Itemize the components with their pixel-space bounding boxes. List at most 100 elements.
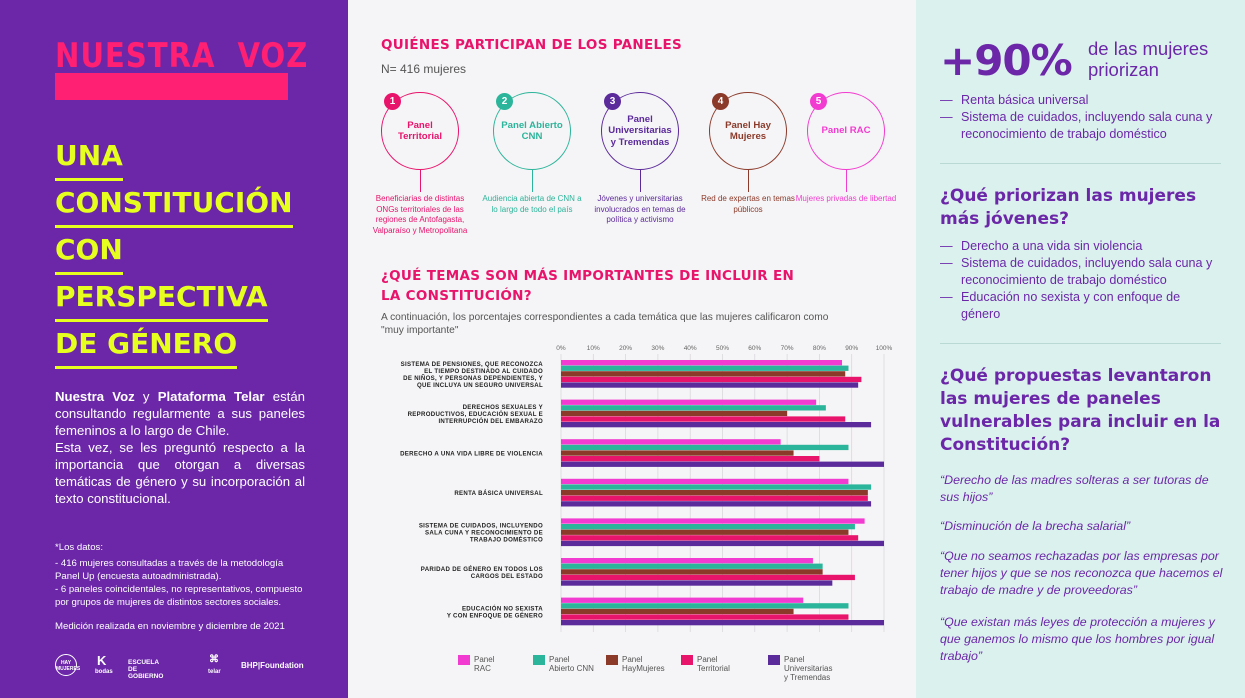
bar [561,597,804,603]
bar [561,524,855,530]
priority-item: — Sistema de cuidados, incluyendo sala cu… [940,109,1230,143]
bar [561,478,849,485]
x-tick-label: 60% [748,345,761,352]
data-note: - 416 mujeres consultadas a través de la… [55,558,284,582]
category-label: DERECHOS SEXUALES Y [463,404,543,411]
panel-connector [640,170,641,192]
panel-description: Audiencia abierta de CNN a lo largo de t… [482,194,582,214]
panel-title: Panel Abierto CNN [501,119,563,143]
data-notes: *Los datos: - 416 mujeres consultadas a … [55,541,310,609]
bar [561,371,846,377]
telar-logo: telar [208,669,221,675]
sample-size: N= 416 mujeres [381,62,467,76]
bar [561,569,823,575]
bar [561,405,826,411]
legend-label: Panel Territorial [697,655,730,673]
priority-item: — Renta básica universal [940,92,1088,109]
bodas-logo: bodas [95,669,113,675]
bar [561,360,843,366]
category-label: SISTEMA DE CUIDADOS, INCLUYENDO [419,523,543,530]
headline-line: UNA [55,134,123,181]
bar [561,410,788,417]
panel-title: Panel RAC [821,125,871,137]
x-tick-label: 20% [619,345,632,352]
bar [561,518,865,524]
big-stat-label: de las mujeres priorizan [1088,38,1208,80]
intro-text-part: Esta vez, se les preguntó respecto a la … [55,440,305,506]
category-label: CARGOS DEL ESTADO [471,573,543,580]
bar [561,603,849,609]
legend-label: Panel Universitarias y Tremendas [784,655,833,682]
panel-title: Panel Territorial [397,119,443,143]
category-label: PARIDAD DE GÉNERO EN TODOS LOS [421,565,543,573]
panel-number: 2 [496,93,513,110]
dash-icon: — [940,256,953,270]
bar [561,558,813,564]
legend-swatch [768,655,780,665]
bar [561,382,859,388]
young-priority-item: — Sistema de cuidados, incluyendo sala cu… [940,255,1230,289]
panel-description: Red de expertas en temas públicos [701,194,795,214]
quote: “Derecho de las madres solteras a ser tu… [940,473,1209,504]
x-tick-label: 100% [876,345,893,352]
bar [561,540,884,547]
bar [561,580,833,586]
x-tick-label: 0% [556,345,566,352]
bar [561,495,868,501]
logo-row: HAY MUJERES bodas K ESCUELA DE GOBIERNO … [55,653,315,680]
legend-label: Panel Abierto CNN [549,655,594,673]
panel-title: Panel Hay Mujeres [725,119,771,143]
priority-text: Derecho a una vida sin violencia [961,239,1143,253]
bar [561,529,849,535]
category-label: RENTA BÁSICA UNIVERSAL [454,490,543,497]
dash-icon: — [940,93,953,107]
legend-label: Panel HayMujeres [622,655,665,673]
x-tick-label: 80% [813,345,826,352]
bar [561,563,823,569]
middle-panel: QUIÉNES PARTICIPAN DE LOS PANELES N= 416… [348,0,916,698]
young-priority-item: — Derecho a una vida sin violencia [940,238,1142,255]
panel-description: Beneficiarias de distintas ONGs territor… [372,194,468,235]
bar [561,439,781,445]
quote: “Que existan más leyes de protección a m… [940,615,1215,663]
category-label: Y CON ENFOQUE DE GÉNERO [447,611,543,619]
bar [561,456,820,462]
intro-bold: Nuestra Voz [55,389,135,404]
category-label: QUE INCLUYA UN SEGURO UNIVERSAL [417,382,543,389]
bar [561,450,794,456]
category-label: INTERRUPCIÓN DEL EMBARAZO [438,417,543,425]
category-label: TRABAJO DOMÉSTICO [470,536,543,544]
big-stat-line: de las mujeres [1088,38,1209,59]
x-tick-label: 40% [684,345,697,352]
priority-text: Renta básica universal [961,93,1089,107]
x-tick-label: 30% [651,345,664,352]
measurement-date: Medición realizada en noviembre y diciem… [55,621,285,632]
legend-swatch [458,655,470,665]
headline-line: DE GÉNERO [55,322,238,369]
data-note: - 6 paneles coincidentales, no represent… [55,584,303,608]
divider [940,163,1221,164]
k-icon: K [97,653,107,668]
hay-mujeres-logo: HAY MUJERES [55,654,80,676]
x-tick-label: 70% [781,345,794,352]
left-panel: NUESTRA VOZ UNA CONSTITUCIÓN CON PERSPEC… [0,0,348,698]
bar [561,608,794,615]
bar [561,376,862,383]
young-women-heading: ¿Qué priorizan las mujeres más jóvenes? [940,186,1197,229]
panel-title: Panel Universitarias y Tremendas [608,113,672,148]
x-tick-label: 90% [845,345,858,352]
category-label: SISTEMA DE PENSIONES, QUE RECONOZCA [401,361,544,368]
headline: UNA CONSTITUCIÓN CON PERSPECTIVA DE GÉNE… [55,134,293,369]
panel-connector [846,170,847,192]
bar [561,444,849,451]
panel-description: Mujeres privadas de libertad [795,194,897,203]
bhp-foundation-logo: BHP|Foundation [241,661,304,670]
bar [561,501,872,507]
telar-icon: ⌘ [209,654,219,665]
topics-heading-text: ¿QUÉ TEMAS SON MÁS IMPORTANTES DE INCLUI… [381,268,795,304]
bar [561,484,872,490]
dash-icon: — [940,110,953,124]
bar [561,365,849,371]
escuela-gobierno-logo: ESCUELA DE GOBIERNO [128,659,164,680]
bar [561,574,855,581]
